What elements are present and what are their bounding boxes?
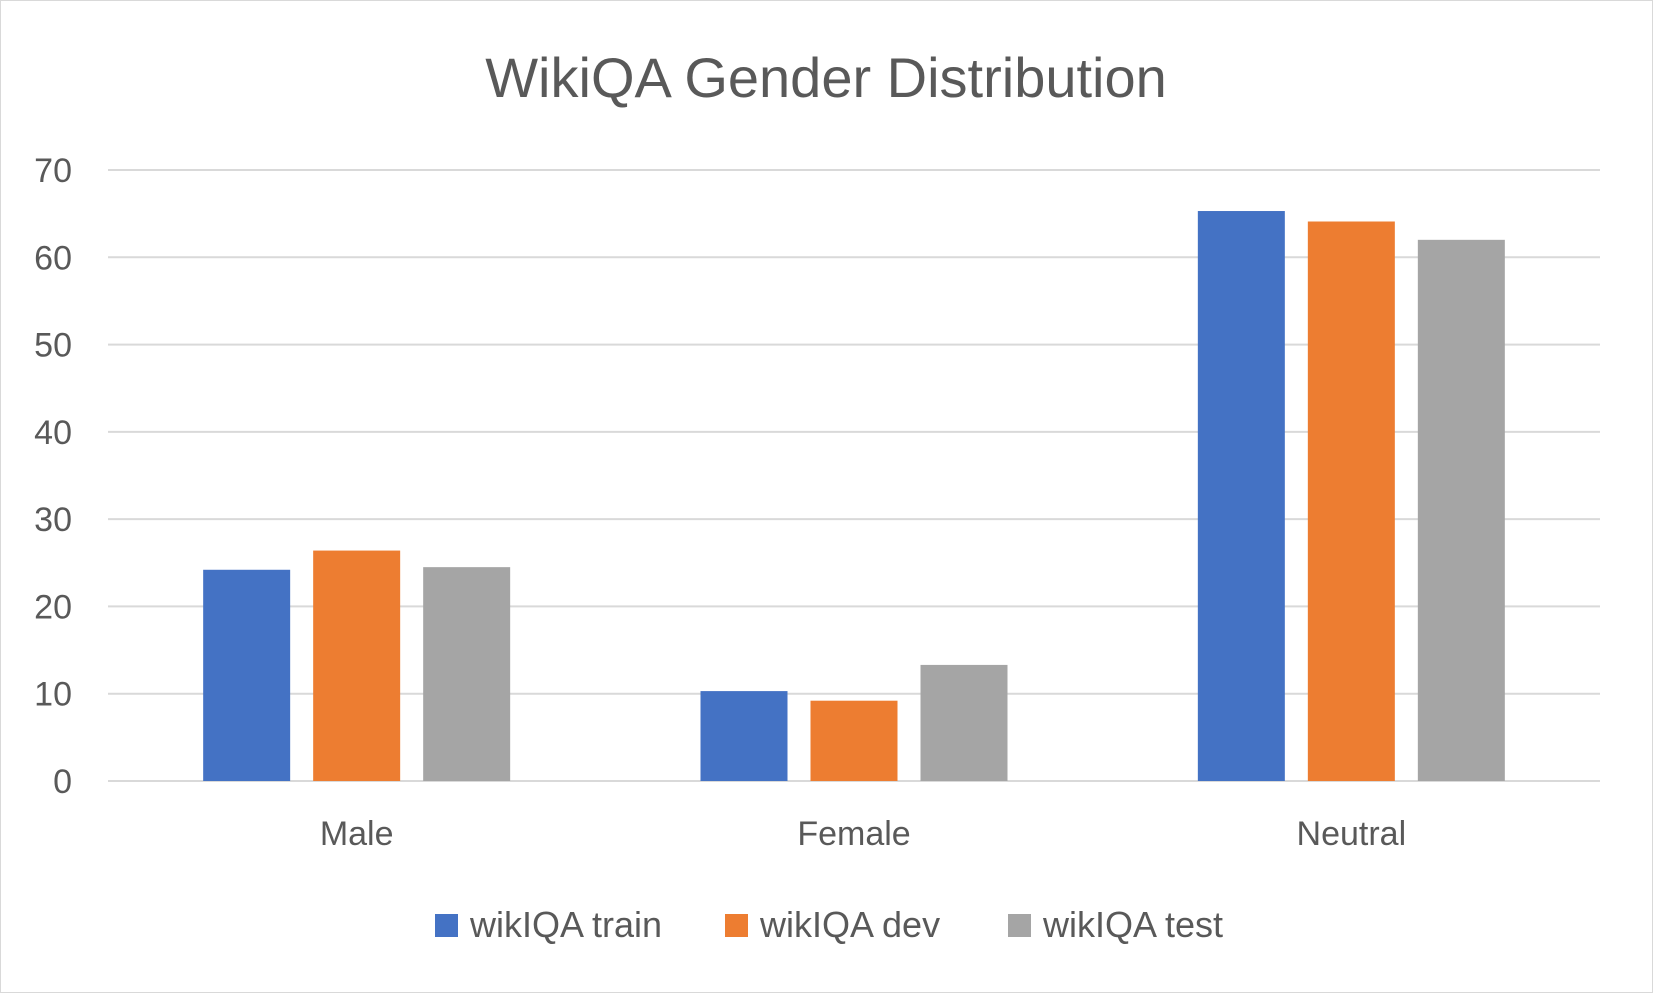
y-tick-label: 40 — [34, 414, 72, 452]
legend-swatch — [435, 914, 458, 937]
x-tick-label: Male — [320, 815, 394, 853]
bar-male-wikiqa-train — [203, 569, 291, 781]
bar-female-wikiqa-train — [700, 691, 788, 781]
x-tick-label: Female — [797, 815, 910, 853]
bar-neutral-wikiqa-test — [1417, 239, 1505, 782]
y-tick-label: 0 — [53, 763, 72, 801]
y-tick-label: 20 — [34, 588, 72, 626]
legend-swatch — [725, 914, 748, 937]
legend-item: wikIQA dev — [725, 904, 940, 945]
x-tick-label: Neutral — [1297, 815, 1407, 853]
bar-neutral-wikiqa-train — [1197, 211, 1285, 781]
bar-female-wikiqa-dev — [810, 700, 898, 781]
bar-male-wikiqa-dev — [313, 550, 401, 781]
chart-title: WikiQA Gender Distribution — [485, 46, 1167, 109]
legend-item: wikIQA test — [1008, 904, 1223, 945]
bar-male-wikiqa-test — [423, 567, 511, 781]
y-tick-label: 30 — [34, 501, 72, 539]
legend-label: wikIQA test — [1042, 904, 1223, 945]
y-axis: 0 10 20 30 40 50 60 70 — [34, 152, 72, 801]
bar-female-wikiqa-test — [920, 664, 1008, 781]
legend: wikIQA train wikIQA dev wikIQA test — [435, 904, 1223, 945]
legend-item: wikIQA train — [435, 904, 662, 945]
bar-neutral-wikiqa-dev — [1307, 221, 1395, 782]
y-tick-label: 50 — [34, 327, 72, 365]
y-tick-label: 70 — [34, 152, 72, 190]
legend-swatch — [1008, 914, 1031, 937]
x-axis: Male Female Neutral — [320, 815, 1406, 853]
bars — [203, 211, 1505, 782]
y-tick-label: 60 — [34, 239, 72, 277]
legend-label: wikIQA train — [469, 904, 662, 945]
y-tick-label: 10 — [34, 676, 72, 714]
legend-label: wikIQA dev — [759, 904, 940, 945]
